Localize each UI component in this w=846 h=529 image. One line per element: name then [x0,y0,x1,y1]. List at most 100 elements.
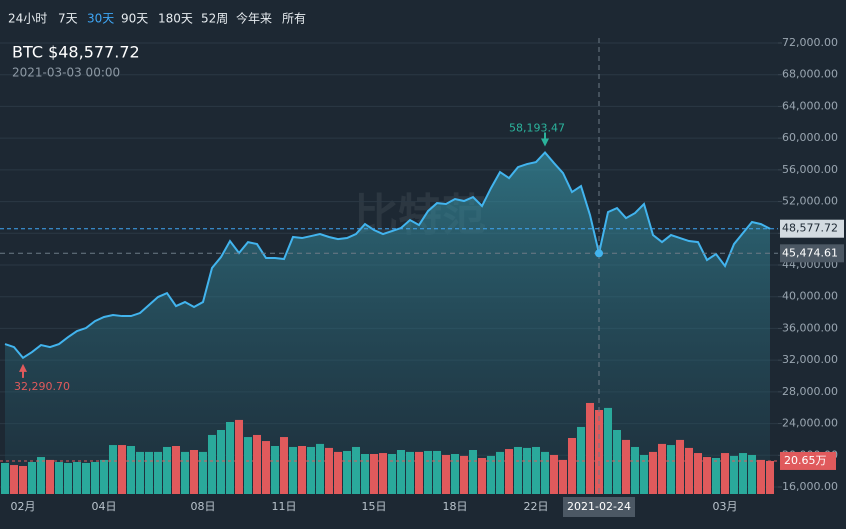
volume-label: 20.65万 [784,454,827,467]
volume-bar [541,451,549,494]
volume-bar [757,459,765,494]
y-tick-label: 64,000.00 [782,99,838,112]
volume-bar [586,402,594,494]
volume-bar [496,451,504,494]
volume-bar [361,454,369,494]
overlay: 02月 04日 08日 11日 15日 18日 22日 2021-02-24 03月 32,290… [0,38,844,517]
range-tab[interactable]: 30天 [87,12,114,26]
x-tick-label: 11日 [272,500,297,513]
price-line [4,150,771,360]
volume-bar [721,453,729,494]
volume-bar [37,457,45,494]
volume-bar [226,422,234,494]
volume-bar [442,454,450,494]
volume-bar [118,445,126,494]
volume-bar [325,447,333,494]
volume-bar [613,430,621,494]
volume-bar [379,453,387,494]
chart-title: BTC $48,577.72 [12,43,140,62]
volume-bar [514,446,522,494]
current-price-box [780,219,844,238]
volume-bar [505,449,513,494]
range-tab[interactable]: 180天 [158,12,193,26]
volume-bar [433,450,441,494]
volume-bar [577,426,585,494]
volume-bar [262,441,270,494]
volume-bar [100,459,108,494]
x-crosshair-box [563,497,635,517]
max-label: 58,193.47 [509,121,565,134]
volume-bar [316,443,324,494]
crosshair-box [780,244,844,263]
y-tick-label: 28,000.00 [782,385,838,398]
volume-bar [64,462,72,494]
y-tick-label: 16,000.00 [782,480,838,493]
y-tick-label: 36,000.00 [782,321,838,334]
volume-bar [415,451,423,494]
volume-bar [370,454,378,494]
x-tick-label: 08日 [191,500,216,513]
volume-bar [658,443,666,494]
range-tab[interactable]: 7天 [58,12,78,26]
crosshair-label: 45,474.61 [782,246,838,259]
volume-bar [748,454,756,494]
volume-bar [766,460,774,494]
y-tick-label: 60,000.00 [782,131,838,144]
volume-bar [631,446,639,494]
volume-bar [280,437,288,494]
price-area [5,152,770,494]
volume-bar [145,451,153,494]
volume-bar [649,451,657,494]
x-tick-label: 04日 [92,500,117,513]
range-tab[interactable]: 90天 [121,12,148,26]
volume-bar [244,437,252,494]
volume-bar [46,459,54,494]
volume-bar [739,453,747,494]
volume-bar [388,454,396,494]
x-tick-label: 15日 [362,500,387,513]
volume-bar [550,454,558,494]
volume-bar [19,466,27,494]
volume-bar [55,462,63,494]
y-tick-label: 40,000.00 [782,290,838,303]
volume-bar [289,446,297,494]
volume-bar [199,451,207,494]
volume-bar [469,450,477,494]
range-tab[interactable]: 今年来 [236,11,272,26]
current-price-label: 48,577.72 [782,222,838,235]
volume-bar [397,450,405,494]
range-tab[interactable]: 所有 [282,12,306,26]
max-arrow [541,132,549,147]
min-label: 32,290.70 [14,380,70,393]
volume-bar [406,451,414,494]
range-tab[interactable]: 52周 [201,12,228,26]
volume-bar [127,446,135,494]
chart-subtitle: 2021-03-03 00:00 [12,66,120,80]
plot [4,150,771,494]
volume-bar [478,458,486,494]
volume-bar [730,455,738,494]
volume-bar [136,451,144,494]
volume-bar [343,450,351,494]
volume-bar [208,434,216,494]
volume-bar [91,462,99,494]
y-tick-label: 56,000.00 [782,163,838,176]
volume-bar [190,450,198,494]
volume-bar [352,446,360,494]
volume-bar [712,458,720,494]
volume-bar [604,407,612,494]
volume-bar [667,445,675,494]
volume-bar [703,457,711,494]
x-tick-label: 18日 [443,500,468,513]
x-tick-label: 03月 [713,500,738,513]
volume-bar [172,446,180,494]
volume-bar [451,454,459,494]
volume-bar [568,438,576,494]
volume-bar [217,430,225,494]
volume-bar [640,454,648,494]
y-tick-label: 72,000.00 [782,36,838,49]
y-tick-label: 52,000.00 [782,195,838,208]
range-tab[interactable]: 24小时 [8,12,47,26]
x-tick-label: 22日 [524,500,549,513]
